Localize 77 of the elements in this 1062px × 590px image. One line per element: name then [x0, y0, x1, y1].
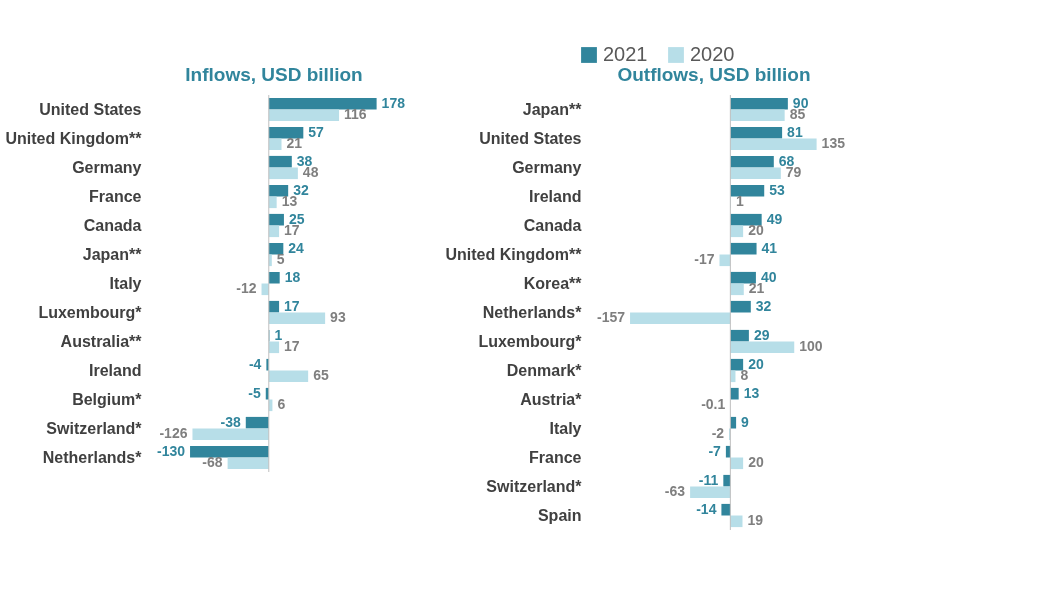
y-tick-label: Italy: [549, 419, 582, 437]
data-label: -12: [236, 280, 257, 297]
data-label: 49: [766, 210, 783, 227]
data-label: 21: [286, 135, 303, 152]
data-label: 135: [821, 135, 846, 152]
y-tick-label: Switzerland*: [46, 419, 143, 437]
legend-label: 2020: [690, 43, 735, 65]
data-label: -11: [698, 471, 719, 488]
y-tick-label: Canada: [523, 216, 582, 234]
y-tick-label: France: [89, 187, 142, 205]
y-tick-label: Belgium*: [72, 390, 143, 408]
data-label: 13: [743, 384, 760, 401]
y-tick-label: Switzerland*: [486, 477, 583, 495]
data-label: 20: [748, 222, 764, 239]
y-tick-label: United States: [39, 100, 142, 118]
data-label: 1: [736, 193, 744, 210]
y-tick-label: Austria*: [520, 390, 583, 408]
data-label: 9: [741, 413, 750, 430]
chart-title: Outflows, USD billion: [617, 63, 811, 85]
data-label: 24: [288, 239, 305, 256]
data-label: -4: [248, 355, 262, 372]
data-label: 100: [799, 338, 823, 355]
y-tick-label: Netherlands*: [482, 303, 583, 321]
data-label: 41: [761, 239, 778, 256]
data-label: -0.1: [701, 396, 726, 413]
data-label: 1: [274, 326, 283, 343]
data-label: 178: [381, 94, 406, 111]
y-tick-label: Germany: [512, 158, 582, 176]
y-tick-label: Spain: [537, 506, 582, 524]
y-tick-label: France: [529, 448, 582, 466]
data-label: 57: [308, 123, 325, 140]
data-label: 93: [330, 309, 346, 326]
y-tick-label: Germany: [72, 158, 142, 176]
data-label: -157: [597, 309, 626, 326]
data-label: 5: [276, 251, 285, 268]
data-label: -126: [159, 425, 188, 442]
data-label: 32: [755, 297, 772, 314]
y-tick-label: United Kingdom**: [5, 129, 143, 147]
y-tick-label: United States: [479, 129, 582, 147]
data-label: 53: [769, 181, 786, 198]
data-label: 81: [787, 123, 803, 140]
data-label: -130: [157, 442, 186, 459]
y-tick-label: Japan**: [82, 245, 143, 263]
data-label: -38: [220, 413, 241, 430]
y-tick-label: Denmark*: [506, 361, 583, 379]
chart-title: Inflows, USD billion: [185, 63, 363, 85]
data-label: -63: [664, 483, 686, 500]
data-label: 21: [748, 280, 765, 297]
y-tick-label: Luxembourg*: [478, 332, 583, 350]
data-label: -68: [202, 454, 223, 471]
legend-label: 2021: [603, 43, 648, 65]
data-label: -17: [694, 251, 715, 268]
data-label: 17: [284, 297, 300, 314]
y-tick-label: United Kingdom**: [445, 245, 583, 263]
y-tick-label: Canada: [83, 216, 142, 234]
y-tick-label: Italy: [109, 274, 142, 292]
data-label: 20: [748, 355, 764, 372]
y-tick-label: Japan**: [522, 100, 583, 118]
data-label: 6: [277, 396, 286, 413]
data-label: 17: [284, 338, 300, 355]
y-tick-label: Korea**: [523, 274, 583, 292]
data-label: 20: [748, 454, 764, 471]
data-label: 19: [747, 512, 764, 529]
y-tick-label: Ireland: [89, 361, 142, 379]
data-label: 18: [284, 268, 301, 285]
y-tick-label: Ireland: [529, 187, 582, 205]
y-tick-label: Netherlands*: [42, 448, 143, 466]
data-label: 65: [313, 367, 329, 384]
data-label: 29: [753, 326, 770, 343]
data-label: -2: [711, 425, 725, 442]
data-label: -5: [248, 384, 261, 401]
data-label: 8: [740, 367, 749, 384]
data-label: 116: [344, 106, 367, 123]
data-label: -14: [696, 500, 717, 517]
y-tick-label: Australia**: [60, 332, 143, 350]
y-tick-label: Luxembourg*: [38, 303, 143, 321]
data-label: -7: [708, 442, 722, 459]
